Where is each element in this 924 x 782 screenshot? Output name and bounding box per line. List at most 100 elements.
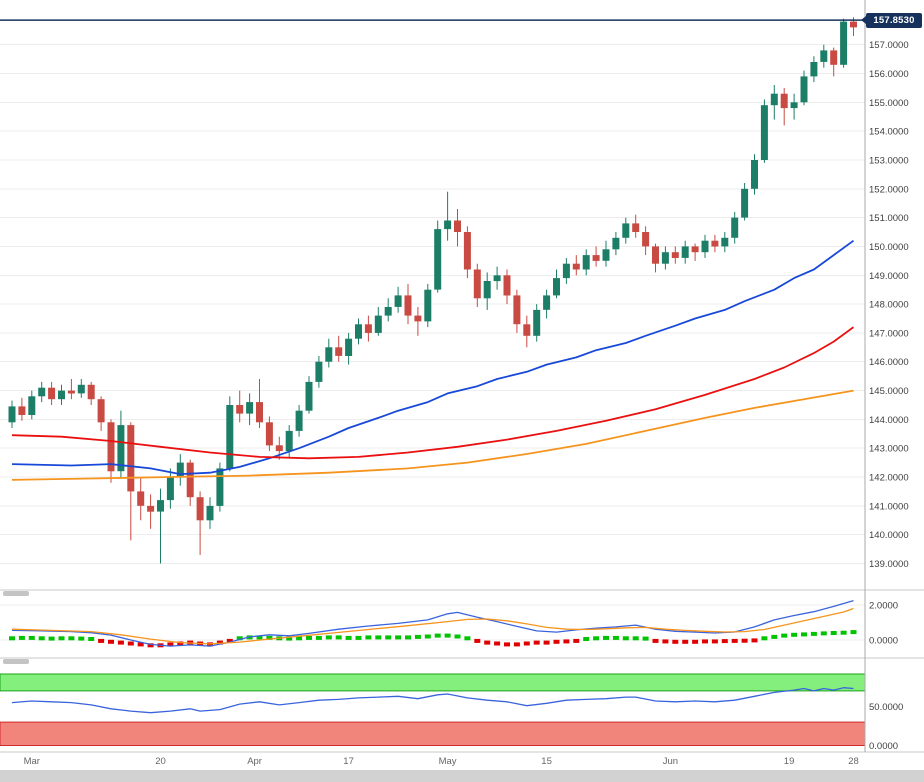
macd-histogram-bar [850, 630, 857, 635]
rsi-overbought-band [0, 673, 866, 692]
candle [760, 105, 768, 160]
ma-blue [11, 239, 855, 475]
price-tick-label: 143.0000 [869, 444, 909, 455]
macd-histogram-bar [820, 631, 827, 636]
macd-histogram-bar [840, 630, 847, 635]
candle [18, 406, 26, 415]
price-axis[interactable]: 157.0000 156.0000 155.0000 154.0000 153.0000… [869, 40, 909, 752]
macd-histogram-bar [474, 638, 481, 643]
ma-layer [11, 239, 855, 481]
macd-histogram-bar [385, 635, 392, 640]
candle [394, 295, 402, 307]
macd-histogram-bar [761, 636, 768, 641]
macd-tick-label: 2.0000 [869, 601, 898, 612]
candle [414, 315, 422, 322]
panel-resize-handle[interactable] [3, 591, 29, 596]
macd-histogram-bar [652, 638, 659, 643]
candle [97, 399, 105, 423]
rsi-line [11, 687, 854, 714]
bottom-scrollbar-strip[interactable] [0, 770, 924, 782]
candle [721, 237, 729, 247]
macd-histogram-bar [108, 639, 114, 644]
candle [800, 76, 808, 103]
macd-histogram-bar [38, 636, 45, 641]
candle [572, 263, 580, 270]
candle [582, 255, 590, 270]
macd-histogram-bar [395, 635, 402, 640]
ma-orange [11, 389, 854, 481]
macd-histogram-bar [167, 642, 174, 647]
macd-histogram-bar [801, 632, 807, 637]
macd-histogram-bar [236, 636, 243, 641]
price-tick-label: 144.0000 [869, 415, 909, 426]
macd-histogram-bar [68, 636, 75, 641]
macd-histogram-bar [781, 633, 788, 638]
macd-histogram-bar [325, 635, 332, 640]
macd-histogram-bar [137, 642, 144, 647]
candle [295, 410, 303, 431]
candle [454, 220, 461, 232]
macd-histogram-bar [98, 638, 105, 643]
candles-layer [8, 17, 857, 564]
candle [196, 497, 204, 521]
price-tick-label: 146.0000 [869, 357, 909, 368]
macd-histogram-bar [28, 635, 35, 640]
time-tick-label: Apr [247, 756, 262, 767]
candle [186, 462, 194, 498]
candle [444, 220, 452, 230]
candle [483, 281, 491, 299]
candle [543, 295, 551, 310]
macd-histogram-bar [256, 635, 263, 640]
time-tick-label: Mar [24, 756, 40, 767]
macd-histogram-bar [117, 640, 124, 645]
candle [58, 390, 65, 400]
candle [137, 491, 145, 506]
candle [830, 50, 838, 65]
candle [374, 315, 382, 333]
macd-histogram-bar [523, 641, 530, 646]
candle [523, 324, 531, 336]
candle [127, 425, 135, 492]
time-tick-label: 15 [541, 756, 552, 767]
macd-histogram-bar [662, 639, 669, 644]
candle [166, 477, 174, 501]
candle [246, 402, 254, 414]
candle [463, 232, 471, 270]
macd-histogram-bar [622, 636, 629, 641]
macd-histogram-bar [791, 632, 798, 637]
candle [691, 246, 699, 253]
macd-histogram-bar [810, 631, 817, 636]
panel-resize-handle[interactable] [3, 659, 29, 664]
candle [592, 255, 600, 261]
macd-histogram-bar [127, 641, 134, 646]
candle [28, 396, 36, 415]
macd-histogram-bar [771, 634, 778, 639]
candle [642, 232, 650, 247]
candle [612, 237, 620, 250]
macd-histogram-bar [315, 635, 322, 640]
candle [701, 240, 709, 253]
macd-histogram-bar [751, 638, 758, 643]
rsi-tick-label: 0.0000 [869, 741, 898, 752]
candle [345, 338, 353, 356]
time-axis[interactable]: Mar 20 Apr 17 May 15 Jun 19 28 [24, 756, 859, 767]
macd-histogram-bar [454, 634, 461, 639]
time-tick-label: 19 [784, 756, 795, 767]
candle [751, 160, 758, 189]
price-tick-label: 157.0000 [869, 40, 909, 51]
current-price-value: 157.8530 [873, 14, 915, 26]
candle [741, 188, 749, 218]
rsi-layer [11, 687, 854, 714]
candle [325, 347, 333, 362]
macd-histogram-bar [504, 642, 510, 647]
price-tick-label: 152.0000 [869, 184, 909, 195]
candle [731, 217, 739, 238]
price-tick-label: 150.0000 [869, 242, 909, 253]
ma-red [11, 326, 855, 460]
candle [434, 229, 442, 290]
candle [216, 468, 224, 506]
macd-histogram-bar [58, 636, 65, 641]
macd-line [11, 599, 854, 647]
